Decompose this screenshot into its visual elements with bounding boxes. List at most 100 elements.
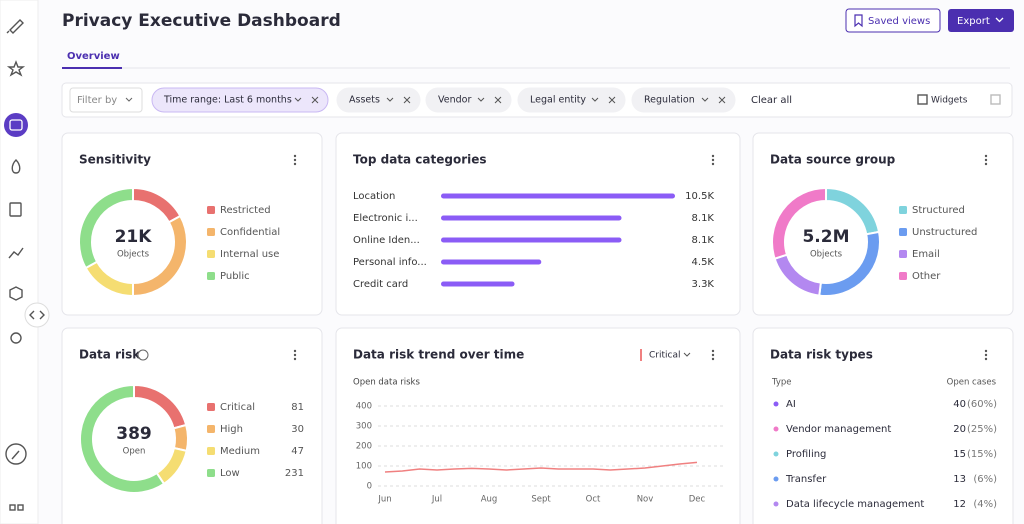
bar-value: 8.1K bbox=[692, 213, 715, 224]
column-header: Type bbox=[771, 378, 792, 388]
trend-line bbox=[384, 461, 698, 473]
legend-label: Confidential bbox=[220, 227, 280, 238]
legend-swatch bbox=[207, 206, 215, 214]
card-title: Data risk trend over time bbox=[353, 348, 524, 362]
remove-icon[interactable] bbox=[311, 96, 319, 104]
type-name: AI bbox=[786, 399, 796, 410]
legend-label: Low bbox=[220, 468, 240, 479]
menu-dot bbox=[711, 349, 715, 353]
type-name: Profiling bbox=[786, 449, 826, 460]
type-share: (6%) bbox=[973, 474, 997, 485]
x-tick-label: Sept bbox=[531, 495, 551, 505]
type-share: (4%) bbox=[973, 499, 997, 510]
legend-label: Email bbox=[912, 249, 940, 260]
legend-swatch bbox=[207, 425, 215, 433]
card-title: Top data categories bbox=[353, 153, 487, 167]
menu-dot bbox=[293, 349, 297, 353]
chevron bbox=[477, 97, 485, 102]
y-tick-label: 400 bbox=[356, 402, 372, 412]
legend-label: Structured bbox=[912, 205, 965, 216]
filter-chip-label: Time range: Last 6 months bbox=[163, 95, 292, 106]
chevron bbox=[701, 97, 709, 102]
legend-swatch bbox=[207, 228, 215, 236]
remove-icon[interactable] bbox=[403, 96, 411, 104]
export-button[interactable] bbox=[948, 9, 1014, 32]
remove-icon[interactable] bbox=[718, 96, 726, 104]
saved-views-button[interactable] bbox=[845, 8, 941, 33]
bar-value: 10.5K bbox=[685, 191, 714, 202]
legend-swatch bbox=[207, 403, 215, 411]
legend-swatch bbox=[207, 469, 215, 477]
tab[interactable]: Overview bbox=[67, 51, 120, 62]
page-title: Privacy Executive Dashboard bbox=[62, 11, 341, 31]
filter-chip[interactable] bbox=[631, 87, 736, 113]
chevron bbox=[591, 97, 599, 102]
card bbox=[61, 132, 323, 316]
filter-chip[interactable] bbox=[425, 87, 512, 113]
center-value: 21K bbox=[115, 227, 153, 247]
bar bbox=[441, 259, 542, 265]
filter-chip-label: Assets bbox=[349, 95, 380, 106]
type-name: Data lifecycle management bbox=[786, 499, 924, 510]
legend-label: Public bbox=[220, 271, 250, 282]
card bbox=[752, 132, 1014, 316]
bar-value: 8.1K bbox=[692, 235, 715, 246]
filter-chip-label: Legal entity bbox=[530, 95, 586, 106]
x-tick-label: Jul bbox=[431, 495, 442, 505]
y-tick-label: 300 bbox=[356, 422, 372, 432]
type-count: 12 bbox=[953, 499, 966, 510]
menu-dot bbox=[984, 353, 988, 357]
clear-all[interactable]: Clear all bbox=[751, 95, 792, 106]
filter-chip-label: Vendor bbox=[438, 95, 471, 106]
menu-dot bbox=[293, 154, 297, 158]
x-tick-label: Aug bbox=[481, 495, 498, 505]
chevron bbox=[294, 97, 302, 102]
remove-icon[interactable] bbox=[494, 96, 502, 104]
menu-dot bbox=[711, 353, 715, 357]
legend-swatch bbox=[207, 272, 215, 280]
filter-by-select[interactable] bbox=[69, 87, 143, 113]
y-tick-label: 200 bbox=[356, 442, 372, 452]
filter-by-label: Filter by bbox=[77, 95, 117, 106]
bar-value: 3.3K bbox=[692, 279, 715, 290]
menu-dot bbox=[984, 158, 988, 162]
legend-value: 231 bbox=[285, 468, 304, 479]
menu-dot bbox=[984, 162, 988, 166]
bar-label: Personal info... bbox=[353, 257, 427, 268]
bar-value: 4.5K bbox=[692, 257, 715, 268]
legend-swatch bbox=[899, 206, 907, 214]
type-dot bbox=[773, 401, 779, 407]
type-share: (60%) bbox=[967, 399, 997, 410]
x-tick-label: Nov bbox=[637, 495, 654, 505]
card bbox=[61, 327, 323, 524]
trend-filter[interactable]: Critical bbox=[649, 351, 680, 361]
filter-chip[interactable] bbox=[151, 87, 329, 113]
bar-label: Credit card bbox=[353, 279, 408, 290]
legend-swatch bbox=[899, 272, 907, 280]
filter-chip[interactable] bbox=[336, 87, 421, 113]
card-title: Data risk types bbox=[770, 348, 873, 362]
menu-dot bbox=[293, 357, 297, 361]
menu-dot bbox=[293, 162, 297, 166]
bar-label: Location bbox=[353, 191, 395, 202]
center-label: Objects bbox=[810, 250, 843, 260]
legend-label: Internal use bbox=[220, 249, 279, 260]
widgets-button[interactable]: Widgets bbox=[931, 96, 968, 106]
legend-label: High bbox=[220, 424, 243, 435]
remove-icon[interactable] bbox=[608, 96, 616, 104]
center-label: Objects bbox=[117, 250, 150, 260]
legend-label: Restricted bbox=[220, 205, 271, 216]
legend-label: Other bbox=[912, 271, 941, 282]
filter-chip[interactable] bbox=[517, 87, 626, 113]
legend-swatch bbox=[899, 228, 907, 236]
x-tick-label: Oct bbox=[586, 495, 601, 505]
chevron bbox=[683, 352, 691, 357]
y-tick-label: 0 bbox=[367, 482, 372, 492]
type-name: Vendor management bbox=[786, 424, 891, 435]
card-title: Data risk bbox=[79, 348, 141, 362]
card bbox=[752, 327, 1014, 524]
legend-label: Medium bbox=[220, 446, 260, 457]
legend-value: 47 bbox=[291, 446, 304, 457]
legend-value: 30 bbox=[291, 424, 304, 435]
bar-label: Online Iden... bbox=[353, 235, 420, 246]
